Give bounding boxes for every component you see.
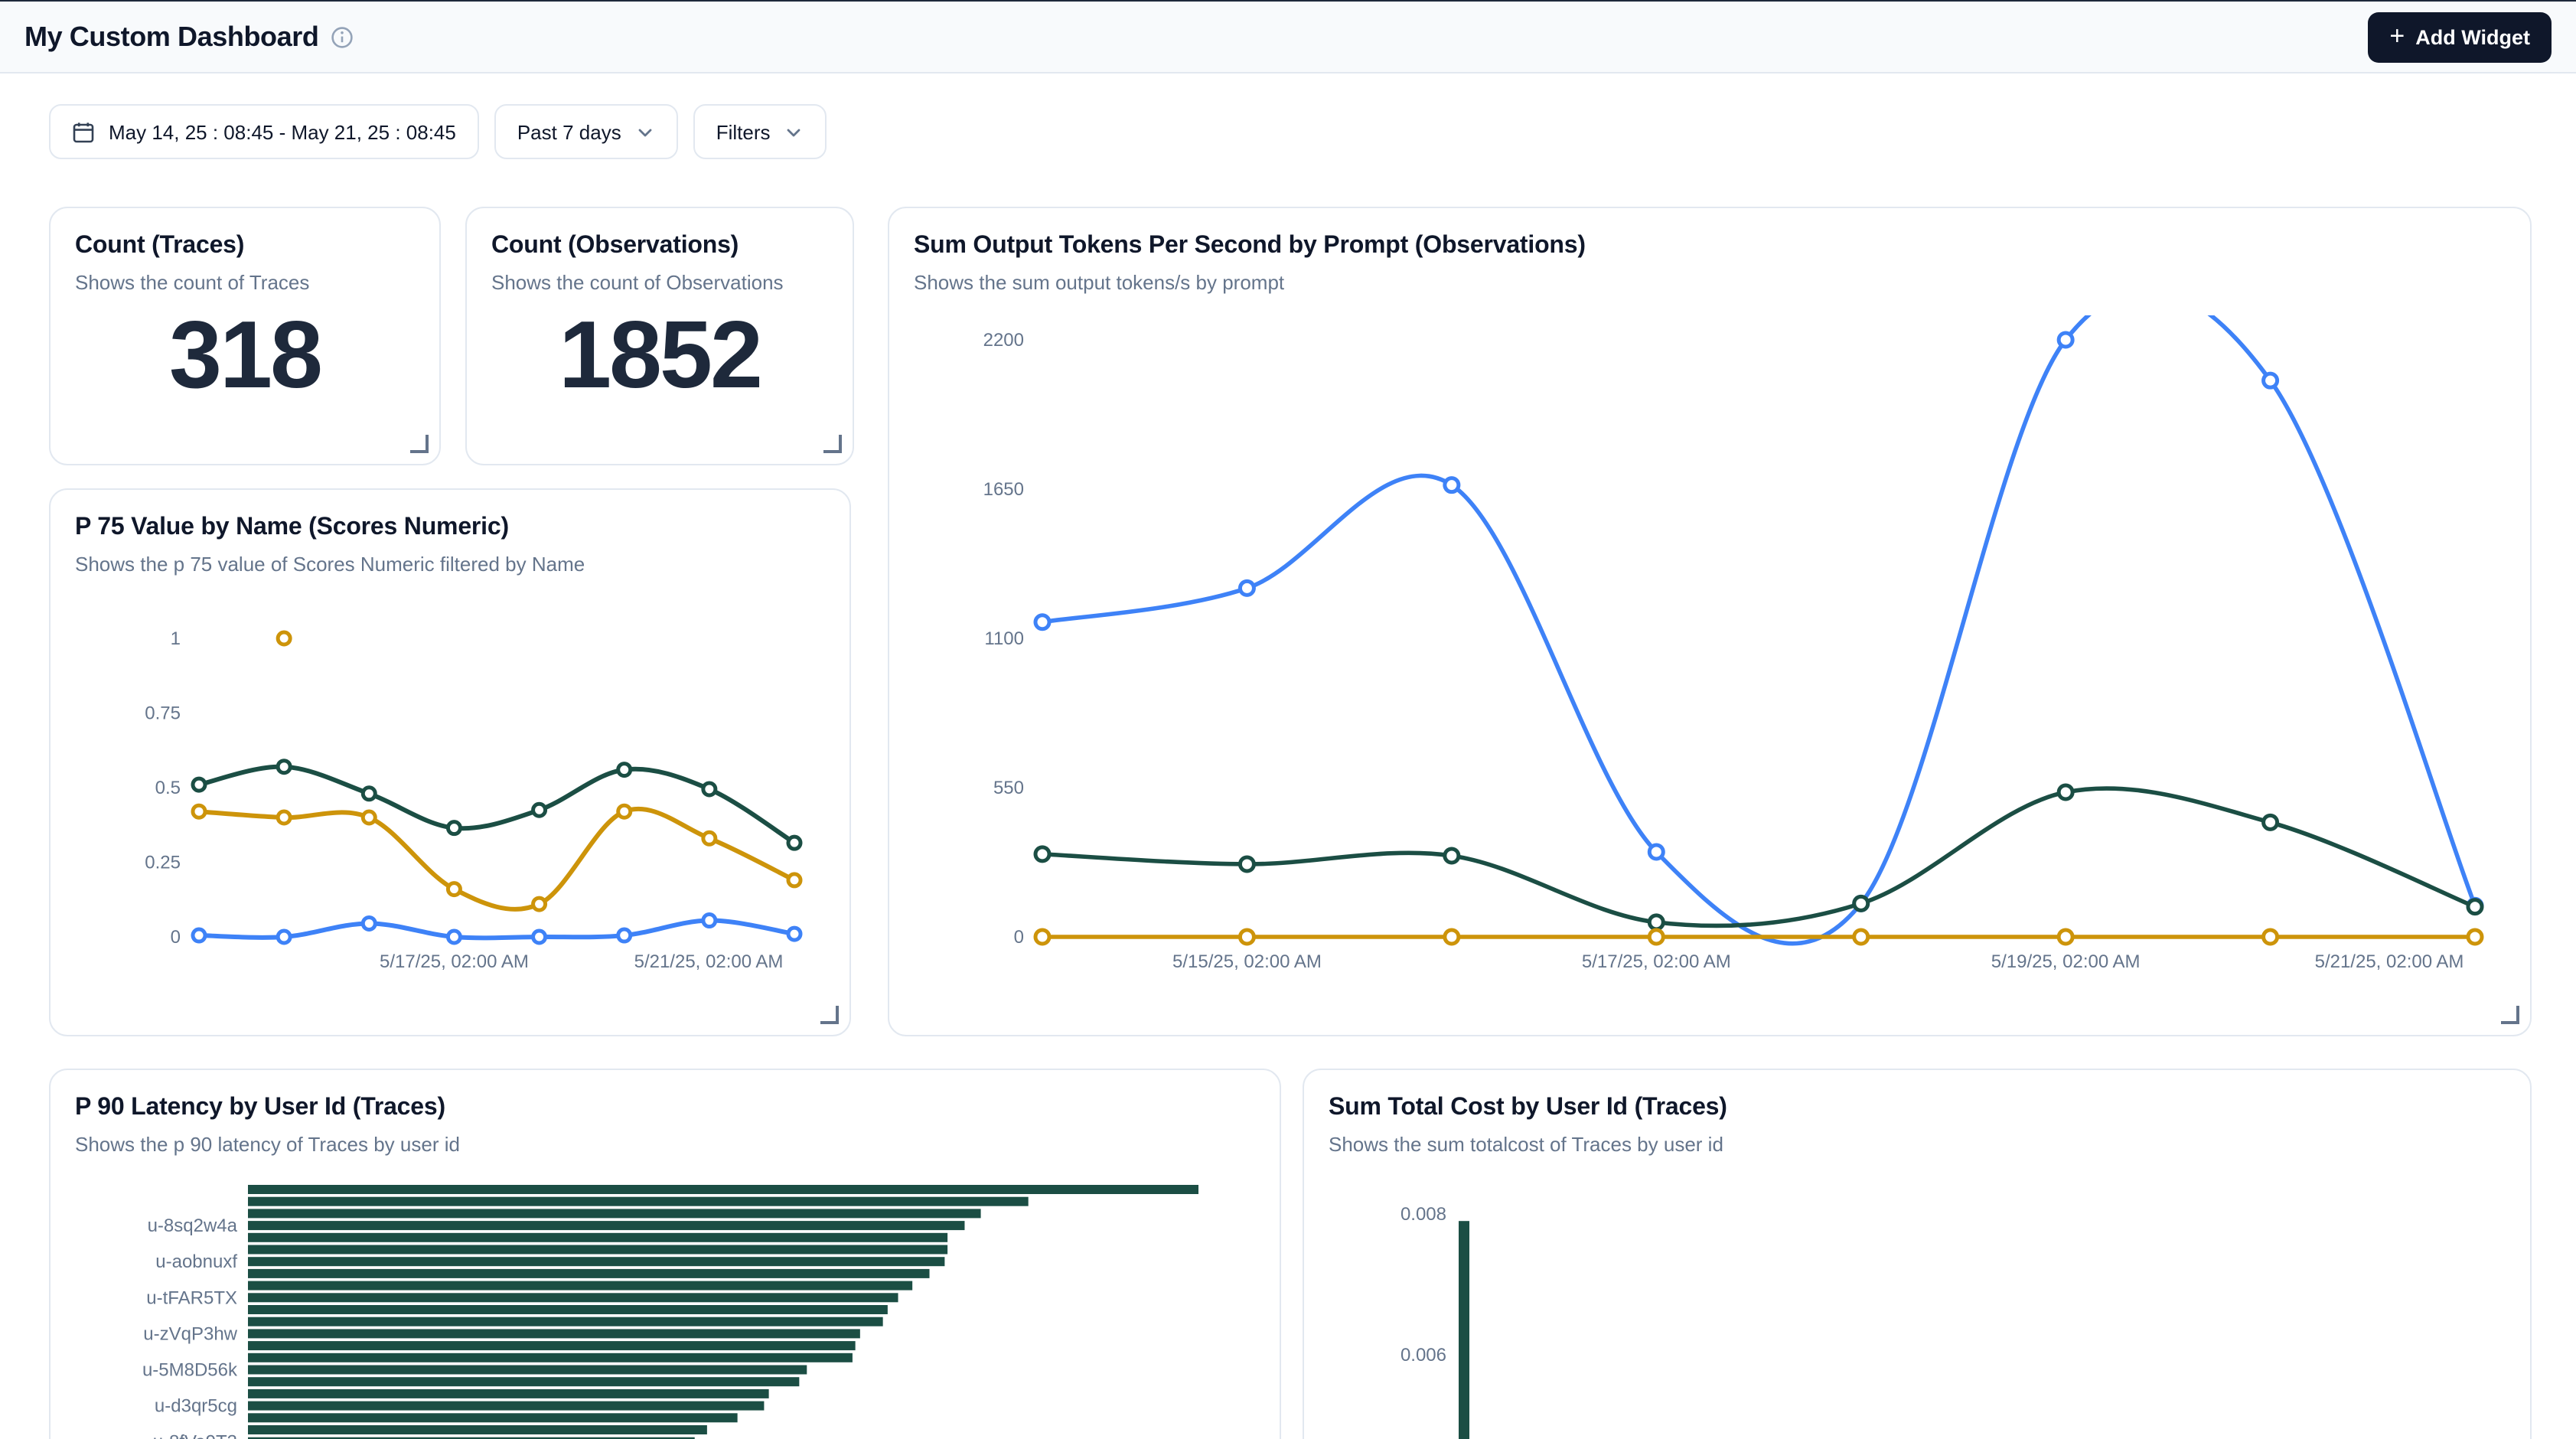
- svg-text:1: 1: [171, 628, 181, 649]
- svg-text:0.5: 0.5: [155, 778, 181, 798]
- svg-text:5/21/25, 02:00 AM: 5/21/25, 02:00 AM: [2315, 951, 2464, 972]
- time-preset-dropdown[interactable]: Past 7 days: [494, 104, 678, 159]
- svg-text:0.006: 0.006: [1400, 1345, 1446, 1366]
- p90-bar-chart[interactable]: u-8sq2w4a u-aobnuxf u-tFAR5TX u-zVqP3hw u-5M…: [75, 1180, 1255, 1439]
- svg-text:550: 550: [993, 778, 1024, 798]
- widget-p75-scores: P 75 Value by Name (Scores Numeric) Show…: [49, 488, 851, 1036]
- widget-subtitle: Shows the sum output tokens/s by prompt: [914, 271, 2506, 294]
- header-title-group: My Custom Dashboard: [24, 21, 354, 53]
- svg-text:2200: 2200: [983, 330, 1024, 351]
- add-widget-label: Add Widget: [2415, 25, 2530, 48]
- dashboard-page: My Custom Dashboard + Add Widget May 14,…: [0, 0, 2576, 1439]
- svg-text:5/15/25, 02:00 AM: 5/15/25, 02:00 AM: [1172, 951, 1322, 972]
- widget-sum-total-cost: Sum Total Cost by User Id (Traces) Shows…: [1303, 1069, 2532, 1439]
- info-icon[interactable]: [331, 25, 354, 48]
- svg-text:5/17/25, 02:00 AM: 5/17/25, 02:00 AM: [1582, 951, 1731, 972]
- svg-text:5/21/25, 02:00 AM: 5/21/25, 02:00 AM: [634, 951, 784, 972]
- filter-toolbar: May 14, 25 : 08:45 - May 21, 25 : 08:45 …: [49, 104, 827, 159]
- calendar-icon: [72, 120, 95, 143]
- widget-subtitle: Shows the sum totalcost of Traces by use…: [1329, 1133, 2506, 1156]
- widget-subtitle: Shows the p 75 value of Scores Numeric f…: [75, 553, 825, 576]
- widget-title: Sum Output Tokens Per Second by Prompt (…: [914, 233, 2506, 260]
- page-header: My Custom Dashboard + Add Widget: [0, 0, 2576, 73]
- chevron-down-icon: [635, 122, 655, 142]
- tokens-line-chart[interactable]: 0 550 1100 1650 2200 5/15/25, 02:00 AM 5/17/25…: [914, 315, 2506, 1016]
- svg-text:u-8sq2w4a: u-8sq2w4a: [148, 1215, 238, 1236]
- svg-text:1650: 1650: [983, 479, 1024, 500]
- plus-icon: +: [2389, 23, 2405, 49]
- filters-dropdown[interactable]: Filters: [693, 104, 827, 159]
- resize-handle[interactable]: [2501, 1006, 2519, 1024]
- date-range-picker[interactable]: May 14, 25 : 08:45 - May 21, 25 : 08:45: [49, 104, 479, 159]
- widget-p90-latency: P 90 Latency by User Id (Traces) Shows t…: [49, 1069, 1281, 1439]
- resize-handle[interactable]: [820, 1006, 839, 1024]
- svg-text:u-d3qr5cg: u-d3qr5cg: [155, 1396, 237, 1417]
- widget-title: Sum Total Cost by User Id (Traces): [1329, 1095, 2506, 1122]
- count-value: 1852: [467, 288, 853, 424]
- widget-title: Count (Traces): [75, 233, 415, 260]
- cost-bar-chart[interactable]: 0.008 0.006: [1329, 1180, 2506, 1439]
- widget-count-observations: Count (Observations) Shows the count of …: [465, 207, 854, 465]
- widget-tokens-per-second: Sum Output Tokens Per Second by Prompt (…: [888, 207, 2532, 1036]
- time-preset-label: Past 7 days: [517, 120, 621, 143]
- svg-text:0.75: 0.75: [145, 703, 181, 724]
- widget-title: P 90 Latency by User Id (Traces): [75, 1095, 1255, 1122]
- svg-text:u-zVqP3hw: u-zVqP3hw: [143, 1323, 237, 1344]
- date-range-label: May 14, 25 : 08:45 - May 21, 25 : 08:45: [109, 120, 456, 143]
- widget-title: P 75 Value by Name (Scores Numeric): [75, 514, 825, 542]
- resize-handle[interactable]: [823, 435, 842, 453]
- svg-text:0.008: 0.008: [1400, 1204, 1446, 1225]
- svg-text:0: 0: [171, 927, 181, 948]
- count-value: 318: [51, 288, 439, 424]
- widget-count-traces: Count (Traces) Shows the count of Traces…: [49, 207, 441, 465]
- svg-text:u-aobnuxf: u-aobnuxf: [155, 1251, 237, 1272]
- svg-text:u-tFAR5TX: u-tFAR5TX: [146, 1287, 237, 1308]
- widget-subtitle: Shows the p 90 latency of Traces by user…: [75, 1133, 1255, 1156]
- svg-text:5/19/25, 02:00 AM: 5/19/25, 02:00 AM: [1991, 951, 2141, 972]
- svg-text:u-8fVa9T3: u-8fVa9T3: [153, 1432, 237, 1439]
- filters-label: Filters: [716, 120, 771, 143]
- add-widget-button[interactable]: + Add Widget: [2368, 11, 2552, 62]
- chevron-down-icon: [784, 122, 804, 142]
- resize-handle[interactable]: [410, 435, 429, 453]
- svg-text:0.25: 0.25: [145, 853, 181, 873]
- svg-text:u-5M8D56k: u-5M8D56k: [142, 1360, 238, 1381]
- svg-text:0: 0: [1014, 927, 1024, 948]
- p75-line-chart[interactable]: 0 0.25 0.5 0.75 1 5/17/25, 02:00 AM 5/21/25, 0…: [75, 597, 825, 1020]
- svg-text:1100: 1100: [984, 628, 1024, 649]
- widget-title: Count (Observations): [491, 233, 828, 260]
- page-title: My Custom Dashboard: [24, 21, 318, 53]
- svg-text:5/17/25, 02:00 AM: 5/17/25, 02:00 AM: [380, 951, 529, 972]
